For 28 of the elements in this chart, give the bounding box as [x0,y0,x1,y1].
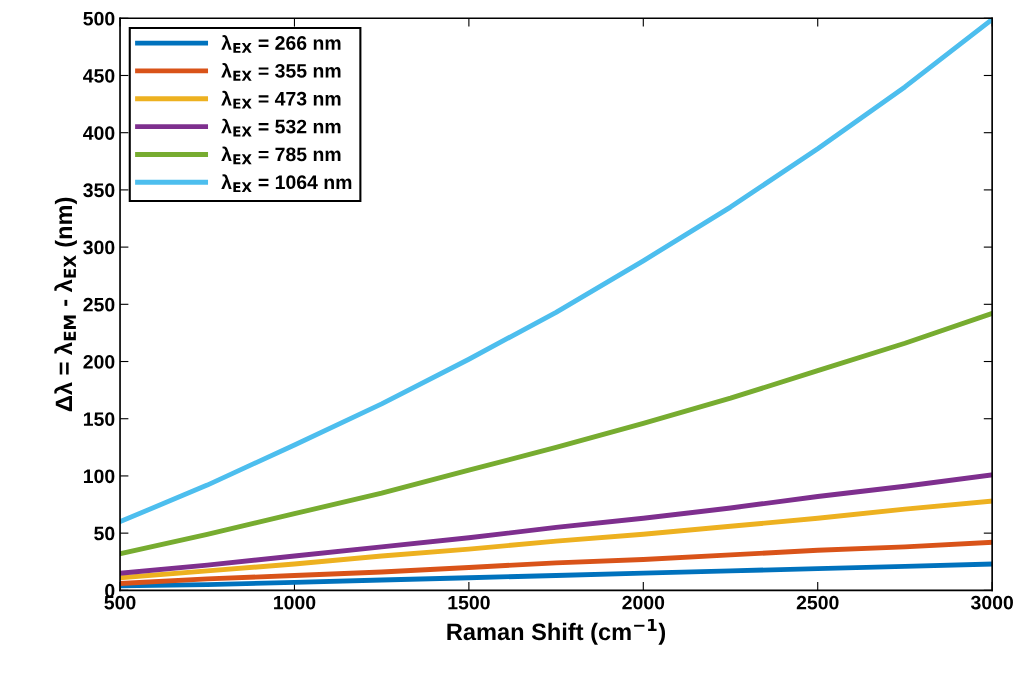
y-tick-label: 150 [83,412,115,426]
x-tick-label: 2500 [796,595,839,610]
x-tick-label: 3000 [970,595,1013,610]
y-tick-label: 350 [83,183,115,198]
x-axis-title: Raman Shift (cm$^{−1}$) [447,618,666,645]
y-tick-label: 250 [83,297,115,312]
x-tick-label: 500 [104,595,136,610]
y-tick-label: 50 [94,526,115,541]
legend-label: λ$_{EX}$ = 1064 nm [221,174,352,193]
y-axis-title: Δλ = λ$_{EM}$ - λ$_{EX}$ (nm) [54,197,77,412]
y-tick-label: 400 [83,126,115,140]
x-tick-label: 1000 [274,595,316,610]
y-tick-label: 450 [83,68,115,83]
y-tick-label: 100 [83,469,115,484]
legend-label: λ$_{EX}$ = 355 nm [221,62,341,81]
x-tick-label: 1500 [448,595,490,610]
line-series [120,539,993,586]
line-series [120,311,993,557]
line-series [120,498,993,581]
x-tick-label: 2000 [622,595,665,610]
y-tick-label: 500 [83,11,115,26]
line-series [120,472,993,576]
legend-label: λ$_{EX}$ = 785 nm [221,146,341,165]
y-tick-label: 300 [83,240,115,255]
legend-label: λ$_{EX}$ = 473 nm [221,90,341,109]
legend-label: λ$_{EX}$ = 532 nm [221,118,341,137]
legend-label: λ$_{EX}$ = 266 nm [221,35,341,53]
y-tick-label: 200 [83,354,115,369]
